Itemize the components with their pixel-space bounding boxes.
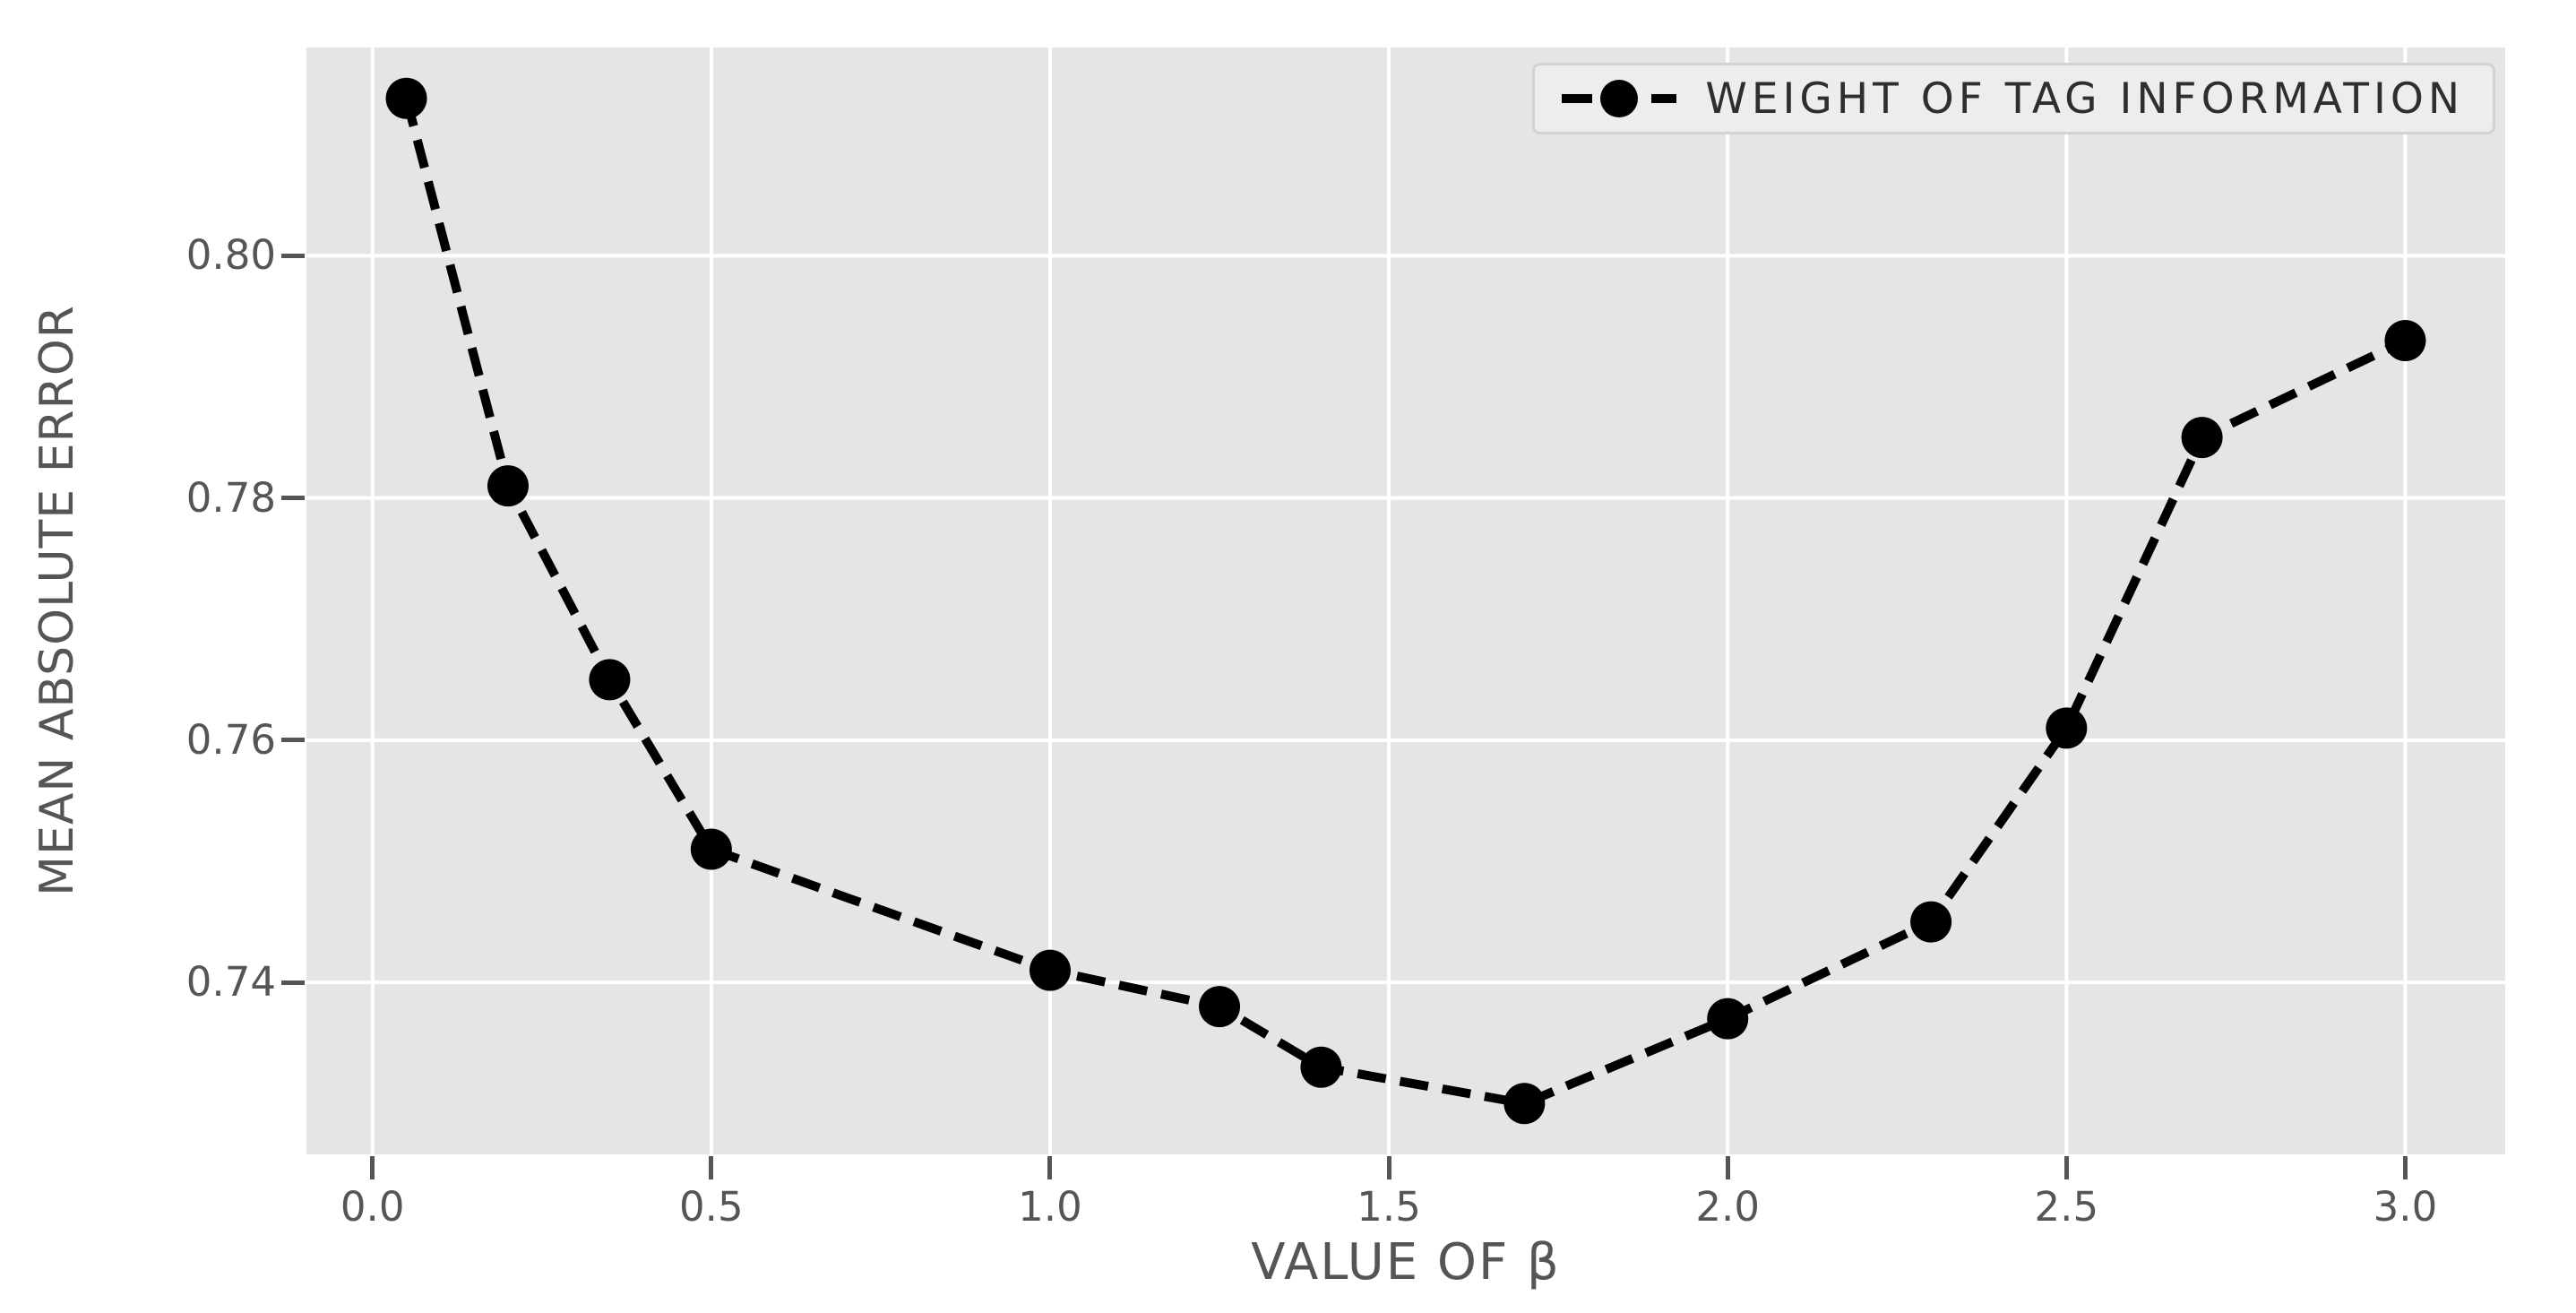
x-tick-mark bbox=[1386, 1156, 1391, 1179]
data-point-marker bbox=[2181, 417, 2223, 459]
x-tick-label: 3.0 bbox=[2373, 1183, 2438, 1231]
data-point-marker bbox=[1029, 949, 1071, 991]
data-point-marker bbox=[1707, 998, 1749, 1040]
x-tick-label: 2.0 bbox=[1695, 1183, 1760, 1231]
y-axis-label: MEAN ABSOLUTE ERROR bbox=[30, 305, 84, 896]
y-tick-mark bbox=[281, 738, 305, 743]
x-tick-label: 0.5 bbox=[679, 1183, 744, 1231]
y-tick-label: 0.76 bbox=[185, 715, 276, 764]
x-tick-label: 1.0 bbox=[1018, 1183, 1082, 1231]
y-tick-label: 0.74 bbox=[185, 958, 276, 1006]
x-tick-mark bbox=[2063, 1156, 2069, 1179]
data-point-marker bbox=[2046, 707, 2088, 749]
y-tick-mark bbox=[281, 496, 305, 501]
legend: WEIGHT OF TAG INFORMATION bbox=[1532, 63, 2495, 134]
x-tick-mark bbox=[1725, 1156, 1730, 1179]
y-tick-mark bbox=[281, 253, 305, 258]
x-tick-mark bbox=[370, 1156, 375, 1179]
legend-line-marker-icon bbox=[1562, 80, 1677, 117]
chart-canvas bbox=[306, 48, 2505, 1154]
data-point-marker bbox=[487, 465, 529, 507]
x-tick-mark bbox=[1047, 1156, 1053, 1179]
plot-area bbox=[306, 48, 2505, 1154]
data-point-marker bbox=[589, 659, 631, 701]
x-tick-mark bbox=[2402, 1156, 2408, 1179]
data-point-marker bbox=[1199, 986, 1241, 1028]
data-point-marker bbox=[385, 77, 427, 119]
x-tick-label: 0.0 bbox=[340, 1183, 405, 1231]
data-point-marker bbox=[1910, 901, 1952, 943]
data-point-marker bbox=[1503, 1083, 1546, 1125]
data-point-marker bbox=[1300, 1046, 1342, 1088]
x-tick-label: 2.5 bbox=[2034, 1183, 2099, 1231]
y-tick-mark bbox=[281, 980, 305, 985]
series-line bbox=[401, 97, 2408, 1109]
x-tick-label: 1.5 bbox=[1357, 1183, 1421, 1231]
data-point-marker bbox=[690, 828, 732, 870]
data-point-marker bbox=[2384, 319, 2426, 361]
x-tick-mark bbox=[709, 1156, 714, 1179]
y-tick-label: 0.78 bbox=[185, 473, 276, 522]
legend-label: WEIGHT OF TAG INFORMATION bbox=[1705, 73, 2464, 124]
y-tick-label: 0.80 bbox=[185, 231, 276, 280]
x-axis-label: VALUE OF β bbox=[1251, 1233, 1561, 1291]
